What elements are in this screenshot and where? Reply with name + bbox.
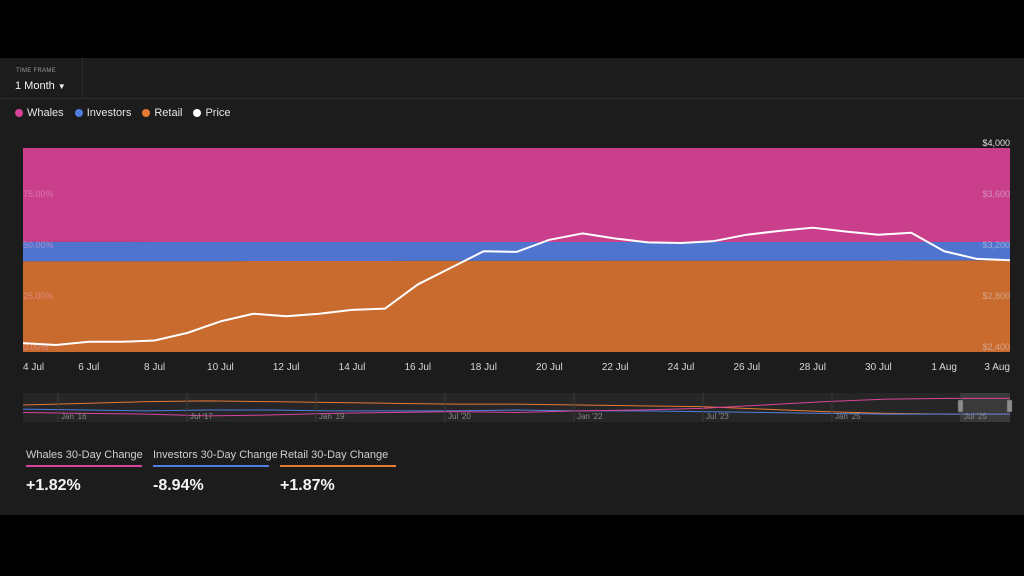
navigator-line-investors bbox=[22, 408, 1010, 415]
stat-retail: Retail 30-Day Change +1.87% bbox=[280, 449, 396, 495]
stat-whales: Whales 30-Day Change +1.82% bbox=[26, 449, 143, 495]
navigator-label: Jan '22 bbox=[577, 412, 603, 421]
main-chart[interactable]: 0.00% 25.00% 50.00% 75.00% $2,400 $2,800 $3,20… bbox=[0, 138, 1024, 378]
x-tick: 22 Jul bbox=[602, 362, 629, 373]
stats-row: Whales 30-Day Change +1.82% Investors 30… bbox=[26, 449, 396, 495]
stat-label: Whales 30-Day Change bbox=[26, 449, 143, 467]
timeframe-dropdown[interactable]: 1 Month ▼ bbox=[15, 80, 66, 92]
legend-item-whales[interactable]: Whales bbox=[15, 107, 64, 119]
x-tick: 16 Jul bbox=[404, 362, 431, 373]
chevron-down-icon: ▼ bbox=[57, 81, 66, 91]
y-tick-right: $2,800 bbox=[982, 291, 1010, 301]
x-tick: 8 Jul bbox=[144, 362, 165, 373]
x-tick: 4 Jul bbox=[23, 362, 44, 373]
stat-label: Retail 30-Day Change bbox=[280, 449, 396, 467]
stat-value: +1.87% bbox=[280, 477, 335, 494]
timeframe-control: TIME FRAME 1 Month ▼ bbox=[0, 58, 83, 98]
y-tick-right: $4,000 bbox=[982, 138, 1010, 148]
legend-label: Price bbox=[205, 107, 231, 119]
price-line bbox=[22, 226, 1011, 346]
navigator-selection[interactable] bbox=[960, 393, 1010, 422]
x-tick: 6 Jul bbox=[78, 362, 99, 373]
navigator-label: Jul '17 bbox=[190, 412, 213, 421]
y-tick-right: $3,600 bbox=[982, 189, 1010, 199]
navigator-label: Jan '19 bbox=[319, 412, 345, 421]
timeframe-label: TIME FRAME bbox=[16, 68, 56, 74]
stat-value: +1.82% bbox=[26, 477, 81, 494]
price-dot-icon bbox=[193, 109, 202, 117]
x-tick: 18 Jul bbox=[470, 362, 497, 373]
navigator-track bbox=[23, 393, 1010, 422]
navigator-label: Jul '20 bbox=[448, 412, 471, 421]
x-tick: 3 Aug bbox=[984, 362, 1010, 373]
legend-item-investors[interactable]: Investors bbox=[74, 107, 132, 119]
y-tick-left: 50.00% bbox=[23, 240, 54, 250]
legend-label: Whales bbox=[27, 107, 64, 119]
navigator-label: Jan '25 bbox=[835, 412, 861, 421]
navigator-label: Jul '23 bbox=[706, 412, 729, 421]
navigator-handle[interactable] bbox=[957, 399, 964, 413]
divider bbox=[0, 98, 1024, 99]
x-tick: 12 Jul bbox=[273, 362, 300, 373]
stat-label: Investors 30-Day Change bbox=[153, 449, 278, 467]
x-tick: 1 Aug bbox=[931, 362, 957, 373]
x-tick: 24 Jul bbox=[668, 362, 695, 373]
x-tick: 30 Jul bbox=[865, 362, 892, 373]
y-tick-left: 25.00% bbox=[23, 291, 54, 301]
y-tick-left: 0.00% bbox=[23, 342, 49, 352]
investors-dot-icon bbox=[74, 109, 83, 117]
y-tick-right: $2,400 bbox=[982, 342, 1010, 352]
navigator-handle[interactable] bbox=[1006, 399, 1013, 413]
whales-dot-icon bbox=[15, 109, 23, 117]
navigator-line-retail bbox=[22, 400, 1010, 415]
legend-item-retail[interactable]: Retail bbox=[142, 107, 182, 119]
x-tick: 14 Jul bbox=[339, 362, 366, 373]
chart-legend: Whales Investors Retail Price bbox=[15, 107, 231, 119]
legend-label: Retail bbox=[154, 107, 183, 119]
x-tick: 26 Jul bbox=[733, 362, 760, 373]
chart-panel: TIME FRAME 1 Month ▼ Whales Investors Re… bbox=[0, 58, 1024, 515]
retail-dot-icon bbox=[142, 109, 151, 117]
stat-investors: Investors 30-Day Change -8.94% bbox=[153, 449, 278, 495]
legend-label: Investors bbox=[86, 107, 132, 119]
x-tick: 20 Jul bbox=[536, 362, 563, 373]
stat-value: -8.94% bbox=[153, 477, 204, 494]
navigator-line-whales bbox=[22, 397, 1010, 417]
navigator-label: Jan '16 bbox=[61, 412, 87, 421]
navigator-label: Jul '25 bbox=[964, 412, 987, 421]
range-navigator[interactable]: Jan '16 Jul '17 Jan '19 Jul '20 Jan '22 Jul '… bbox=[0, 391, 1024, 425]
timeframe-value: 1 Month bbox=[15, 80, 55, 92]
y-tick-right: $3,200 bbox=[982, 240, 1010, 250]
legend-item-price[interactable]: Price bbox=[193, 107, 231, 119]
area-retail bbox=[23, 260, 1010, 352]
x-tick: 28 Jul bbox=[799, 362, 826, 373]
x-tick: 10 Jul bbox=[207, 362, 234, 373]
area-whales bbox=[23, 148, 1010, 243]
y-tick-left: 75.00% bbox=[23, 189, 54, 199]
